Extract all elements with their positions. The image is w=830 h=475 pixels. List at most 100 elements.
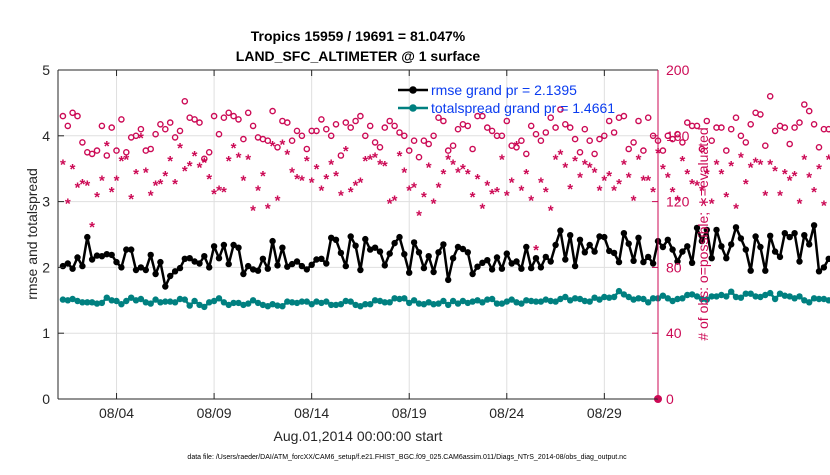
obs-possible-marker	[773, 128, 778, 133]
obs-possible-marker	[612, 130, 617, 135]
y-tick-label-left: 3	[42, 194, 50, 210]
obs-evaluated-marker: *	[123, 151, 129, 168]
obs-possible-marker	[207, 150, 212, 155]
rmse-point	[269, 238, 275, 244]
y-tick-label-right: 80	[666, 259, 682, 275]
spread-point	[723, 293, 729, 299]
rmse-point	[260, 256, 266, 262]
spread-series	[60, 288, 830, 310]
y-tick-label-right: 200	[666, 62, 690, 78]
obs-possible-marker	[163, 127, 168, 132]
x-tick-label: 08/04	[99, 405, 134, 421]
obs-evaluated-marker: *	[523, 166, 529, 183]
obs-possible-marker	[621, 114, 626, 119]
obs-evaluated-marker: *	[114, 173, 120, 190]
rmse-point	[499, 266, 505, 272]
obs-evaluated-marker: *	[416, 207, 422, 224]
obs-evaluated-marker: *	[236, 150, 242, 167]
obs-possible-marker	[597, 137, 602, 142]
obs-evaluated-marker: *	[499, 151, 505, 168]
obs-possible-marker	[119, 117, 124, 122]
obs-possible-marker	[582, 127, 587, 132]
obs-possible-marker	[797, 120, 802, 125]
rmse-point	[143, 267, 149, 273]
rmse-point	[421, 265, 427, 271]
obs-evaluated-marker: *	[60, 156, 66, 173]
rmse-point	[128, 246, 134, 252]
rmse-point	[811, 222, 817, 228]
obs-possible-marker	[738, 133, 743, 138]
obs-possible-marker	[221, 115, 226, 120]
obs-evaluated-marker: *	[265, 201, 271, 218]
legend-spread-marker	[409, 104, 417, 112]
obs-evaluated-marker: *	[616, 176, 622, 193]
rmse-point	[118, 264, 124, 270]
obs-possible-marker	[285, 120, 290, 125]
spread-point	[201, 304, 207, 310]
obs-possible-marker	[485, 125, 490, 130]
obs-evaluated-marker: *	[762, 188, 768, 205]
obs-evaluated-marker: *	[99, 173, 105, 190]
obs-possible-marker	[724, 148, 729, 153]
rmse-point	[616, 259, 622, 265]
x-tick-label: 08/29	[587, 405, 622, 421]
obs-evaluated-marker: *	[816, 161, 822, 178]
obs-evaluated-marker: *	[797, 196, 803, 213]
obs-evaluated-marker: *	[357, 174, 363, 191]
obs-evaluated-marker: *	[333, 168, 339, 185]
obs-evaluated-marker: *	[440, 166, 446, 183]
spread-point	[99, 300, 105, 306]
rmse-point	[435, 249, 441, 255]
rmse-point	[74, 254, 80, 260]
obs-evaluated-marker: *	[562, 160, 568, 177]
obs-evaluated-marker: *	[177, 140, 183, 157]
obs-possible-marker	[646, 115, 651, 120]
obs-evaluated-marker: *	[777, 188, 783, 205]
rmse-point	[762, 268, 768, 274]
obs-evaluated-marker: *	[240, 173, 246, 190]
obs-evaluated-marker: *	[221, 184, 227, 201]
rmse-point	[333, 237, 339, 243]
rmse-point	[240, 271, 246, 277]
rmse-point	[235, 245, 241, 251]
spread-point	[279, 303, 285, 309]
obs-possible-marker	[465, 123, 470, 128]
rmse-point	[348, 233, 354, 239]
obs-evaluated-marker: *	[636, 151, 642, 168]
obs-possible-marker	[80, 140, 85, 145]
rmse-point	[796, 258, 802, 264]
rmse-point	[518, 266, 524, 272]
obs-evaluated-marker: *	[431, 196, 437, 213]
rmse-point	[255, 268, 261, 274]
obs-possible-marker	[426, 141, 431, 146]
obs-evaluated-marker: *	[826, 151, 830, 168]
y-tick-label-left: 4	[42, 128, 50, 144]
rmse-point	[430, 269, 436, 275]
rmse-point	[713, 227, 719, 233]
obs-possible-marker	[792, 125, 797, 130]
rmse-point	[718, 243, 724, 249]
obs-evaluated-marker: *	[89, 219, 95, 236]
obs-possible-marker	[290, 138, 295, 143]
obs-possible-marker	[490, 128, 495, 133]
obs-possible-marker	[251, 123, 256, 128]
legend-rmse-label: rmse grand pr = 2.1395	[431, 82, 577, 98]
obs-possible-marker	[241, 137, 246, 142]
obs-possible-marker	[192, 117, 197, 122]
rmse-point	[391, 240, 397, 246]
rmse-point	[591, 248, 597, 254]
rmse-point	[806, 241, 812, 247]
rmse-point	[69, 266, 75, 272]
obs-possible-marker	[631, 140, 636, 145]
obs-possible-marker	[441, 118, 446, 123]
y-tick-label-right: 120	[666, 194, 690, 210]
rmse-point	[484, 257, 490, 263]
obs-evaluated-marker: *	[509, 174, 515, 191]
obs-possible-marker	[75, 114, 80, 119]
obs-possible-marker	[382, 125, 387, 130]
obs-evaluated-marker: *	[772, 163, 778, 180]
rmse-point	[611, 250, 617, 256]
obs-evaluated-marker: *	[167, 153, 173, 170]
